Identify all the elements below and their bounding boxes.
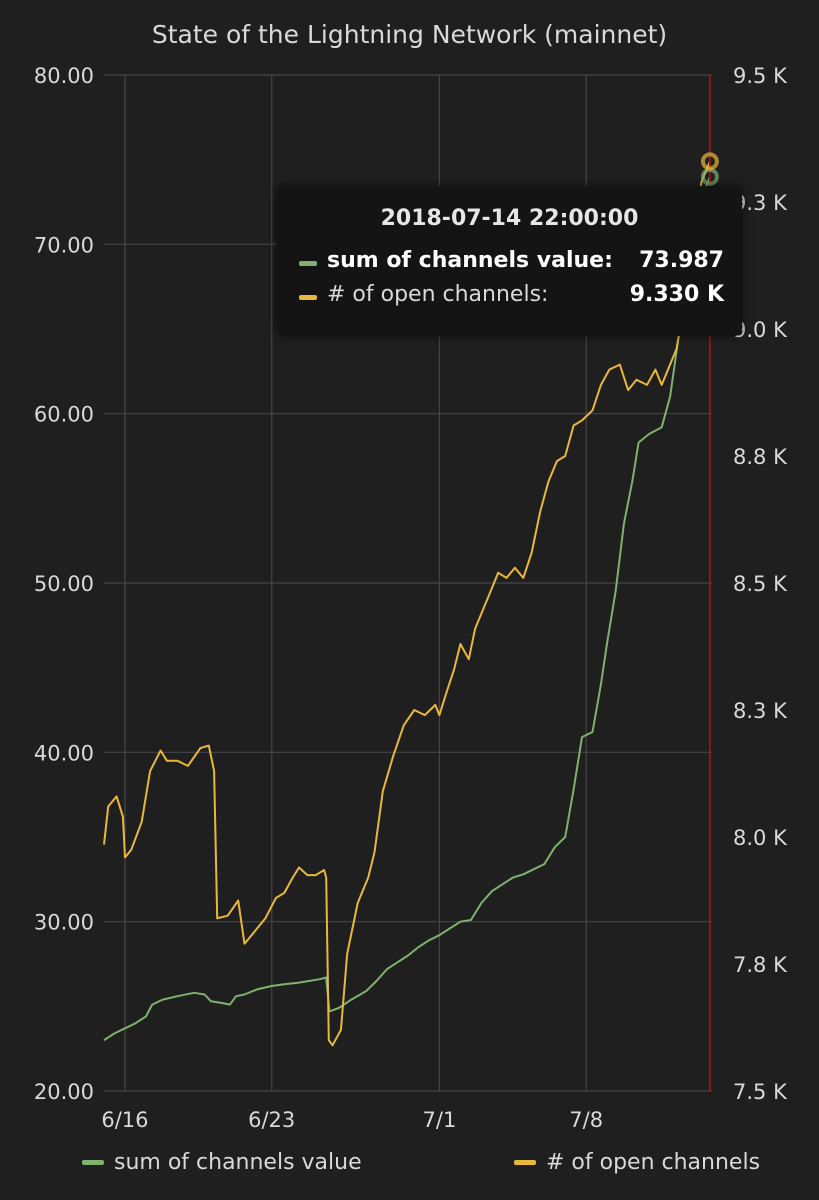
legend-swatch-green	[82, 1160, 104, 1165]
series-line-sum-of-channels-value	[103, 176, 711, 1042]
tooltip-value-sum: 73.987	[639, 248, 724, 273]
tooltip-row-sum: sum of channels value: 73.987	[299, 248, 724, 278]
y-left-tick-label: 30.00	[34, 911, 94, 935]
series-line-open-channels	[103, 161, 711, 1047]
panel-title[interactable]: State of the Lightning Network (mainnet)	[151, 20, 668, 49]
y-right-tick-label: 9.3 K	[733, 191, 788, 215]
y-left-tick-label: 70.00	[34, 233, 94, 257]
y-left-tick-label: 50.00	[34, 572, 94, 596]
y-left-tick-label: 40.00	[34, 741, 94, 765]
y-right-tick-label: 7.5 K	[733, 1080, 788, 1104]
legend-label-sum: sum of channels value	[114, 1150, 362, 1175]
tooltip-swatch-green	[299, 261, 317, 266]
axes: 20.00 30.00 40.00 50.00 60.00 70.00 80.00 6/16 6…	[34, 64, 788, 1132]
y-left-tick-label: 60.00	[34, 403, 94, 427]
tooltip-label-sum: sum of channels value:	[327, 248, 613, 273]
y-right-tick-label: 7.8 K	[733, 953, 788, 977]
tooltip-label-channels: # of open channels:	[327, 282, 549, 307]
tooltip-row-channels: # of open channels: 9.330 K	[299, 282, 724, 312]
legend-item-channels[interactable]: # of open channels	[514, 1150, 760, 1175]
legend-label-channels: # of open channels	[546, 1150, 761, 1175]
hover-tooltip: 2018-07-14 22:00:00 sum of channels valu…	[277, 186, 742, 336]
tooltip-swatch-yellow	[299, 295, 317, 300]
tooltip-time: 2018-07-14 22:00:00	[380, 206, 639, 231]
legend: sum of channels value # of open channels	[0, 1150, 819, 1180]
x-tick-label: 7/1	[423, 1108, 457, 1132]
y-right-tick-label: 9.0 K	[733, 318, 788, 342]
y-right-tick-label: 8.8 K	[733, 445, 788, 469]
legend-item-sum[interactable]: sum of channels value	[82, 1150, 362, 1175]
x-tick-label: 7/8	[569, 1108, 603, 1132]
y-left-tick-label: 20.00	[34, 1080, 94, 1104]
grid-lines	[104, 74, 712, 1092]
y-right-tick-label: 8.3 K	[733, 699, 788, 723]
y-left-tick-label: 80.00	[34, 64, 94, 88]
y-right-tick-label: 8.5 K	[733, 572, 788, 596]
y-right-tick-label: 9.5 K	[733, 64, 788, 88]
x-tick-label: 6/23	[248, 1108, 295, 1132]
y-right-tick-label: 8.0 K	[733, 826, 788, 850]
legend-swatch-yellow	[514, 1160, 536, 1165]
x-tick-label: 6/16	[101, 1108, 148, 1132]
tooltip-value-channels: 9.330 K	[629, 282, 724, 307]
hover-point-channels	[700, 152, 719, 171]
series-lines	[103, 161, 711, 1047]
